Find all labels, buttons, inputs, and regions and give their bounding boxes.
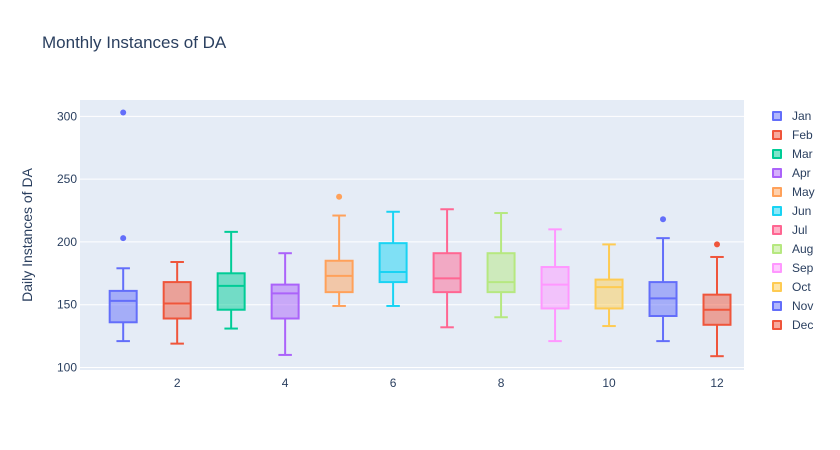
box-nov <box>648 216 678 343</box>
iqr-box <box>270 283 300 320</box>
legend-item-sep[interactable]: Sep <box>772 258 815 277</box>
chart-title: Monthly Instances of DA <box>42 33 227 52</box>
outlier-point <box>336 193 343 200</box>
legend-label: Mar <box>792 146 813 161</box>
plot-area-background <box>80 100 744 370</box>
legend-item-feb[interactable]: Feb <box>772 125 815 144</box>
box-mar <box>216 230 246 330</box>
outlier-point <box>660 216 667 223</box>
legend-item-may[interactable]: May <box>772 182 815 201</box>
legend-swatch <box>772 281 782 292</box>
legend-label: Sep <box>792 260 814 275</box>
iqr-box <box>162 281 192 320</box>
legend-item-oct[interactable]: Oct <box>772 277 815 296</box>
legend-label: Jul <box>792 222 808 237</box>
iqr-box <box>486 252 516 294</box>
legend-swatch <box>772 148 782 159</box>
legend-label: Jun <box>792 203 812 218</box>
legend-swatch <box>772 300 782 311</box>
legend-item-jul[interactable]: Jul <box>772 220 815 239</box>
box-jan <box>108 109 138 343</box>
y-axis-label: Daily Instances of DA <box>19 167 35 301</box>
iqr-box <box>594 278 624 310</box>
box-jun <box>378 210 408 307</box>
box-may <box>324 193 354 307</box>
x-tick-label: 10 <box>602 376 616 390</box>
box-jul <box>432 208 462 329</box>
legend-label: Aug <box>792 241 814 256</box>
box-feb <box>162 261 192 345</box>
legend-item-nov[interactable]: Nov <box>772 296 815 315</box>
legend-label: Oct <box>792 279 811 294</box>
legend-swatch <box>772 319 782 330</box>
iqr-box <box>378 242 408 284</box>
legend-swatch <box>772 262 782 273</box>
y-tick-label: 200 <box>57 235 77 249</box>
iqr-box <box>432 252 462 294</box>
legend-item-aug[interactable]: Aug <box>772 239 815 258</box>
box-oct <box>594 243 624 328</box>
legend-item-dec[interactable]: Dec <box>772 315 815 334</box>
x-axis-tick-labels: 2 4 6 8 10 12 <box>174 376 724 390</box>
legend-label: Feb <box>792 127 813 142</box>
legend-swatch <box>772 167 782 178</box>
iqr-box <box>108 289 138 324</box>
outlier-point <box>120 109 127 116</box>
legend-item-jan[interactable]: Jan <box>772 106 815 125</box>
y-tick-label: 150 <box>57 298 77 312</box>
x-tick-label: 6 <box>390 376 397 390</box>
legend-swatch <box>772 205 782 216</box>
box-dec <box>702 241 732 358</box>
x-tick-label: 8 <box>498 376 505 390</box>
legend-label: May <box>792 184 815 199</box>
legend-item-mar[interactable]: Mar <box>772 144 815 163</box>
legend-label: Dec <box>792 317 814 332</box>
y-tick-label: 300 <box>57 109 77 123</box>
y-tick-label: 100 <box>57 360 77 374</box>
x-tick-label: 12 <box>710 376 724 390</box>
legend-label: Jan <box>792 108 812 123</box>
legend-label: Apr <box>792 165 811 180</box>
legend-label: Nov <box>792 298 814 313</box>
box-sep <box>540 228 570 343</box>
y-tick-label: 250 <box>57 172 77 186</box>
outlier-point <box>714 241 721 248</box>
iqr-box <box>216 272 246 311</box>
boxes-layer <box>108 109 732 358</box>
legend-swatch <box>772 224 782 235</box>
legend-swatch <box>772 186 782 197</box>
iqr-box <box>540 266 570 310</box>
box-aug <box>486 212 516 319</box>
legend-item-jun[interactable]: Jun <box>772 201 815 220</box>
box-apr <box>270 252 300 356</box>
x-tick-label: 4 <box>282 376 289 390</box>
legend-swatch <box>772 110 782 121</box>
legend-swatch <box>772 129 782 140</box>
legend-item-apr[interactable]: Apr <box>772 163 815 182</box>
y-axis-tick-labels: 100 150 200 250 300 <box>57 109 77 374</box>
legend-swatch <box>772 243 782 254</box>
legend[interactable]: Jan Feb Mar Apr May Jun Jul Aug Sep Oct Nov Dec <box>772 106 815 334</box>
outlier-point <box>120 235 127 242</box>
x-tick-label: 2 <box>174 376 181 390</box>
